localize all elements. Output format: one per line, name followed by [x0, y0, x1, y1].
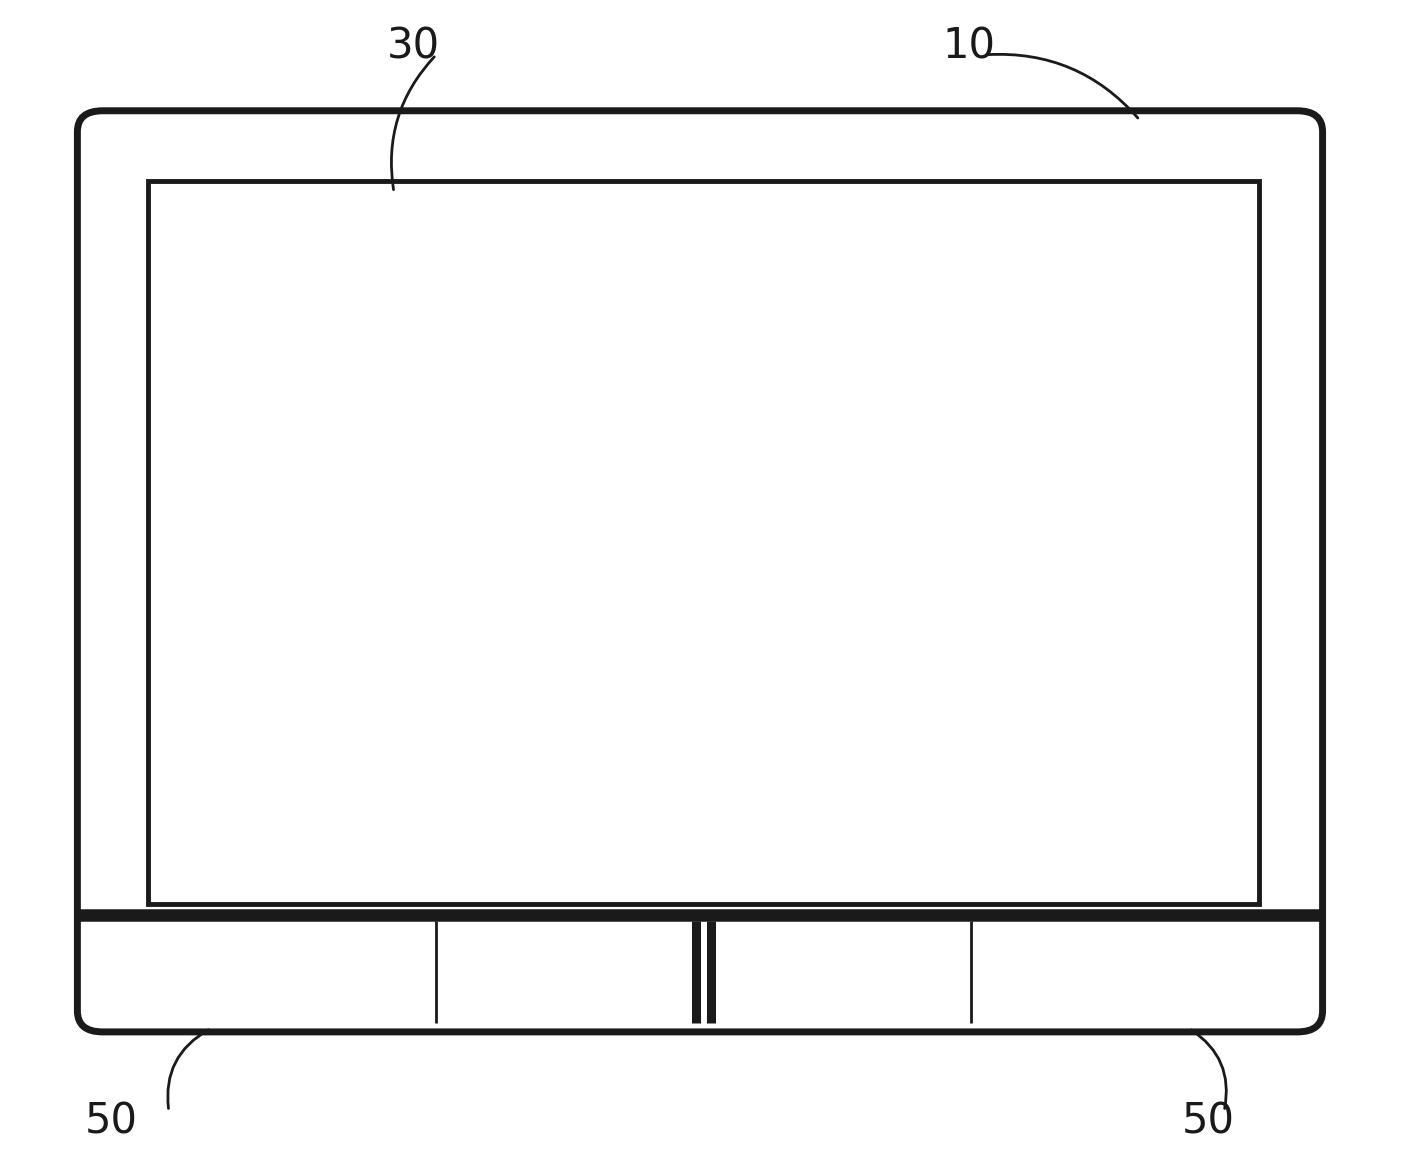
Text: 50: 50: [1182, 1101, 1235, 1143]
Text: 50: 50: [84, 1101, 138, 1143]
FancyBboxPatch shape: [77, 111, 1323, 1032]
Text: 30: 30: [387, 26, 440, 68]
Bar: [148, 181, 1259, 904]
Text: 10: 10: [943, 26, 996, 68]
